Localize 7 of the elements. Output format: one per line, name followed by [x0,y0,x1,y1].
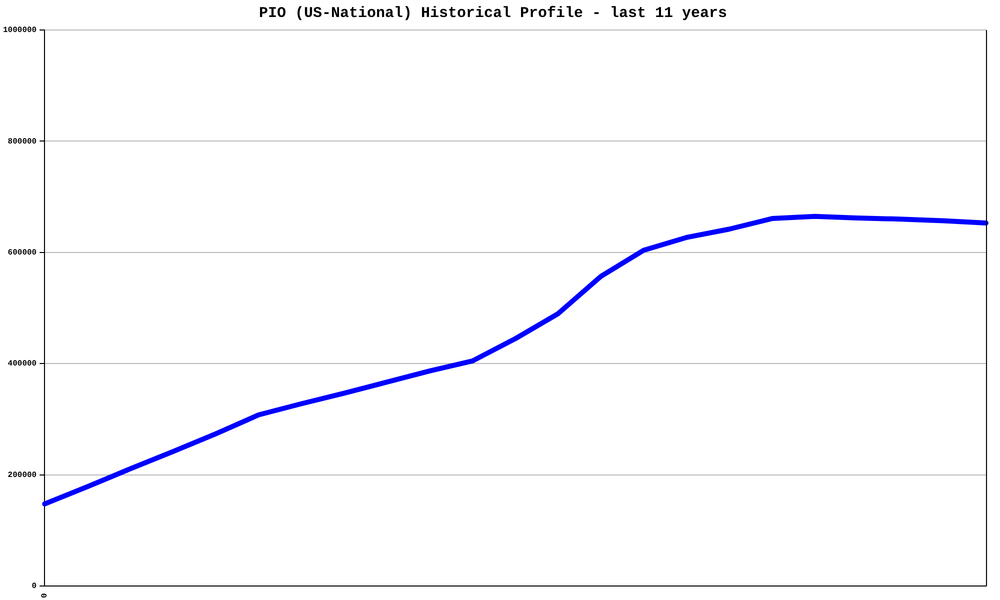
y-tick-label: 800000 [8,137,37,146]
y-tick-label: 400000 [8,360,37,369]
y-tick-label: 0 [32,582,37,592]
y-tick-label: 600000 [8,248,37,258]
chart-title: PIO (US-National) Historical Profile - last 11 years [258,4,728,22]
y-tick-label: 200000 [8,470,37,480]
y-tick-label: 1000000 [2,26,37,36]
